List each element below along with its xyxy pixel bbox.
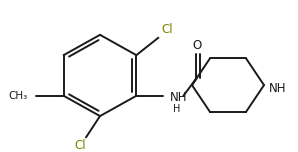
- Text: H: H: [173, 104, 180, 114]
- Text: CH₃: CH₃: [8, 91, 28, 101]
- Text: NH: NH: [269, 81, 286, 95]
- Text: Cl: Cl: [74, 139, 86, 152]
- Text: NH: NH: [170, 91, 188, 104]
- Text: Cl: Cl: [162, 24, 173, 36]
- Text: O: O: [193, 39, 202, 52]
